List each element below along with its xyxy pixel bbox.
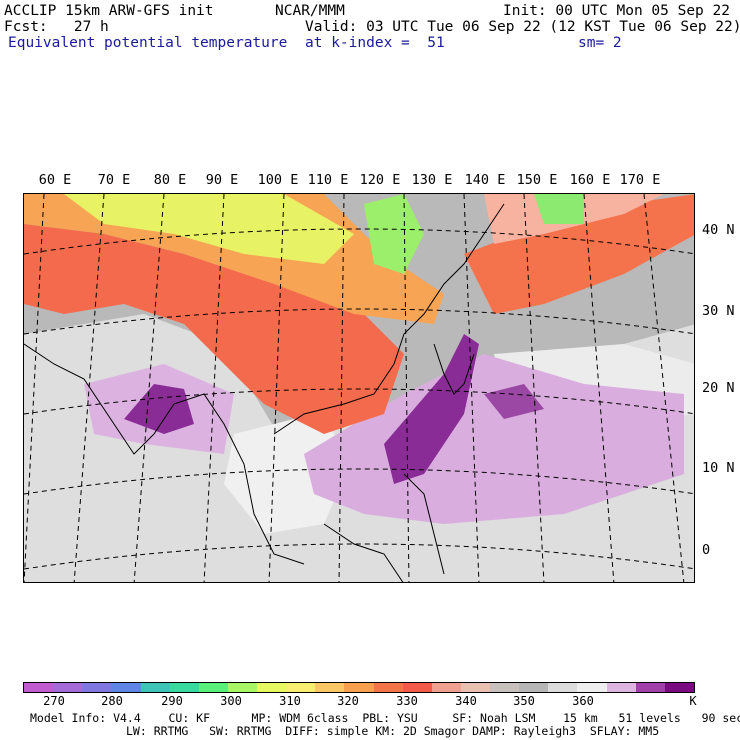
longitude-label: 100 E: [257, 172, 299, 188]
colorbar-swatch: [53, 683, 83, 692]
colorbar-swatch: [344, 683, 374, 692]
colorbar-swatch: [519, 683, 549, 692]
longitude-label: 70 E: [97, 172, 131, 188]
green-continental: [364, 194, 424, 274]
colorbar-swatch: [169, 683, 199, 692]
yellow-continental: [64, 194, 354, 264]
colorbar-tick-label: 290: [161, 694, 183, 708]
red-north-pacific: [464, 194, 694, 314]
colorbar-swatch: [257, 683, 287, 692]
colorbar-tick-label: 360: [572, 694, 594, 708]
colorbar-swatch: [140, 683, 170, 692]
field-name: Equivalent potential temperature: [8, 35, 288, 51]
longitude-label: 120 E: [359, 172, 401, 188]
longitude-label: 170 E: [619, 172, 661, 188]
model-info-line2: LW: RRTMG SW: RRTMG DIFF: simple KM: 2D …: [126, 724, 660, 738]
graticule: [24, 194, 694, 582]
colorbar-swatch: [198, 683, 228, 692]
colorbar-tick-label: 300: [220, 694, 242, 708]
colorbar-swatch: [606, 683, 636, 692]
colorbar-swatch: [664, 683, 694, 692]
colorbar-swatch: [402, 683, 432, 692]
colorbar-swatch: [82, 683, 112, 692]
longitude-label: 130 E: [411, 172, 453, 188]
dark-purple-pacific-east: [484, 384, 544, 419]
red-continental: [24, 224, 404, 434]
latitude-label: 30 N: [702, 303, 735, 319]
longitude-label: 150 E: [516, 172, 558, 188]
colorbar-tick-label: 350: [513, 694, 535, 708]
dark-purple-pacific: [384, 334, 479, 484]
coastlines: [24, 203, 505, 582]
longitude-label: 110 E: [307, 172, 349, 188]
colorbar-swatch: [577, 683, 607, 692]
latitude-label: 40 N: [702, 222, 735, 238]
init-time: Init: 00 UTC Mon 05 Sep 22: [503, 3, 730, 19]
colorbar-swatch: [286, 683, 316, 692]
colorbar-tick-label: 330: [396, 694, 418, 708]
colorbar-tick-label: 310: [279, 694, 301, 708]
colorbar-swatch: [227, 683, 257, 692]
level-index: at k-index = 51: [305, 35, 445, 51]
longitude-label: 80 E: [153, 172, 187, 188]
colorbar-tick-label: 270: [43, 694, 65, 708]
colorbar-tick-label: 340: [455, 694, 477, 708]
longitude-label: 60 E: [38, 172, 72, 188]
latitude-label: 20 N: [702, 380, 735, 396]
green-north-pacific: [534, 194, 584, 224]
colorbar-swatch: [24, 683, 54, 692]
colorbar-swatch: [490, 683, 520, 692]
longitude-label: 90 E: [205, 172, 239, 188]
latitude-label: 0: [702, 542, 711, 558]
colorbar-swatch: [111, 683, 141, 692]
colorbar-swatch: [431, 683, 461, 692]
longitude-label: 160 E: [569, 172, 611, 188]
organization-label: NCAR/MMM: [275, 3, 345, 19]
weather-map: [23, 193, 695, 583]
valid-time: Valid: 03 UTC Tue 06 Sep 22 (12 KST Tue …: [305, 19, 740, 35]
smoothing-value: sm= 2: [578, 35, 622, 51]
latitude-label: 10 N: [702, 460, 735, 476]
model-title: ACCLIP 15km ARW-GFS init: [4, 3, 214, 19]
colorbar-swatch: [373, 683, 403, 692]
colorbar-swatch: [315, 683, 345, 692]
colorbar-swatch: [548, 683, 578, 692]
colorbar-tick-label: 320: [337, 694, 359, 708]
colorbar-swatch: [460, 683, 490, 692]
longitude-label: 140 E: [464, 172, 506, 188]
colorbar-tick-label: K: [689, 694, 697, 708]
map-canvas: [24, 194, 694, 582]
colorbar-swatch: [635, 683, 665, 692]
model-info-line1: Model Info: V4.4 CU: KF MP: WDM 6class P…: [30, 711, 740, 725]
forecast-hour: Fcst: 27 h: [4, 19, 109, 35]
colorbar: [23, 682, 695, 693]
colorbar-tick-label: 280: [101, 694, 123, 708]
